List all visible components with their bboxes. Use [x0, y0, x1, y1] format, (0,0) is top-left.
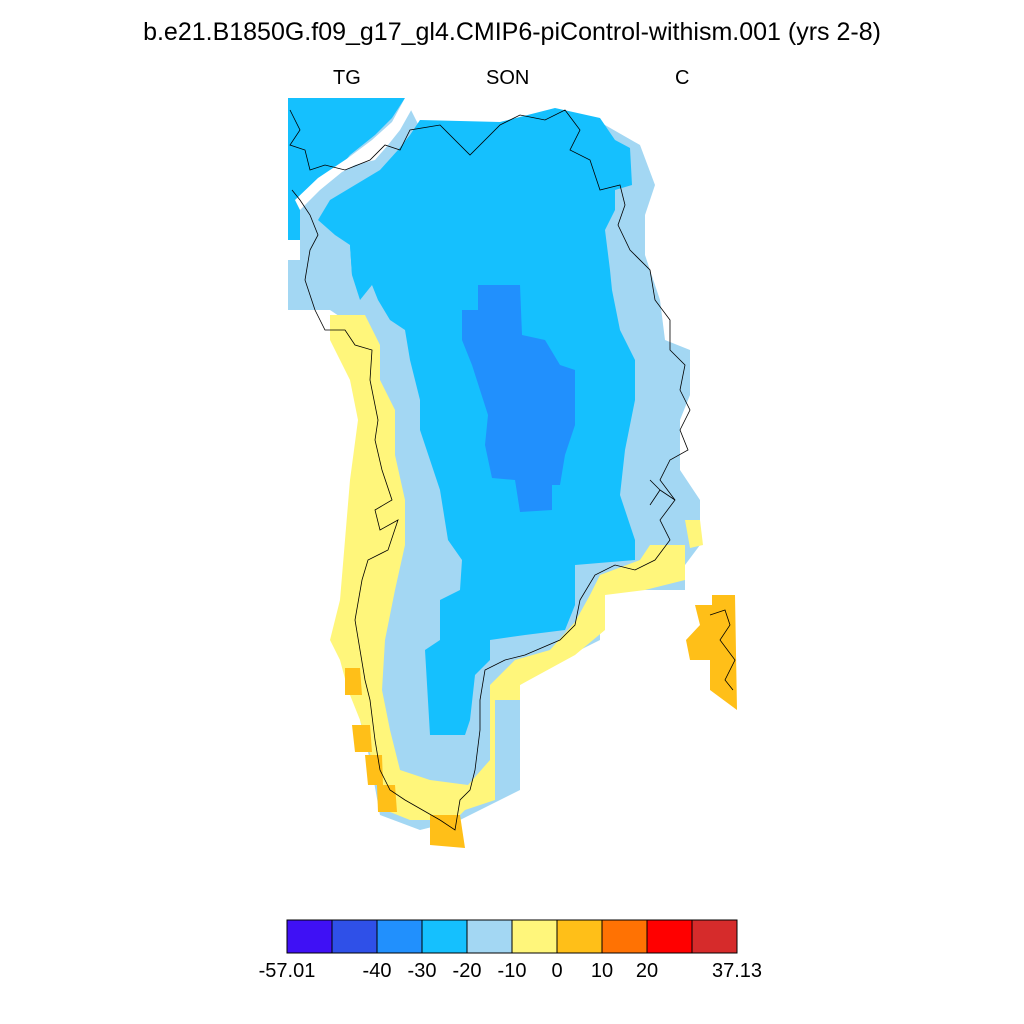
- colorbar-tick-label: -30: [407, 960, 437, 982]
- map-fill-medium-blue-west: [350, 245, 372, 300]
- ocean-gap-west-corner: [288, 240, 300, 260]
- colorbar-bin: [331, 919, 378, 954]
- colorbar-bin: [376, 919, 423, 954]
- coastline: [289, 109, 736, 831]
- colorbar-tick-label: 20: [635, 960, 659, 982]
- map-fill-orange-2: [352, 725, 372, 752]
- band-dark-blue: [462, 285, 575, 512]
- colorbar-bin: [286, 919, 333, 954]
- map-fill-medium-blue-main: [318, 108, 635, 735]
- ocean-gap-north: [295, 98, 418, 210]
- map-fill-yellow-east: [685, 520, 703, 548]
- coastline-island: [709, 609, 736, 691]
- colorbar-bin: [511, 919, 558, 954]
- units-label: C: [675, 67, 690, 89]
- colorbar-bin: [691, 919, 738, 954]
- map-fill-yellow: [330, 315, 685, 820]
- colorbar-tick-label: 0: [551, 960, 563, 982]
- map-fill-yellow-hole: [368, 500, 395, 530]
- band-medium-blue: [288, 98, 635, 735]
- colorbar-tick-label: -40: [362, 960, 392, 982]
- colorbar-tick-label: -10: [497, 960, 527, 982]
- map-fill-orange-east: [686, 595, 737, 710]
- colorbar-tick-label: -57.01: [258, 960, 316, 982]
- colorbar-bin: [421, 919, 468, 954]
- band-yellow: [330, 315, 703, 820]
- band-orange: [345, 595, 737, 848]
- colorbar-bin: [646, 919, 693, 954]
- coastline-greenland: [289, 109, 691, 831]
- plot-title: b.e21.B1850G.f09_g17_gl4.CMIP6-piControl…: [143, 18, 881, 46]
- colorbar-bin: [556, 919, 603, 954]
- ocean-gap-east-1: [560, 98, 1024, 112]
- colorbar-bin: [601, 919, 648, 954]
- ocean-gaps: [288, 98, 1024, 260]
- colorbar-tick-label: 37.13: [711, 960, 763, 982]
- map-fill-orange-1: [345, 668, 362, 695]
- colorbar-tick-label: 10: [590, 960, 614, 982]
- season-label: SON: [486, 67, 530, 89]
- coastline-fjord-east: [649, 479, 676, 506]
- colorbar-bin: [466, 919, 513, 954]
- map-fill-dark-blue: [462, 285, 575, 512]
- colorbar-tick-label: -20: [452, 960, 482, 982]
- variable-label: TG: [333, 67, 361, 89]
- map-fill-medium-blue: [288, 98, 405, 240]
